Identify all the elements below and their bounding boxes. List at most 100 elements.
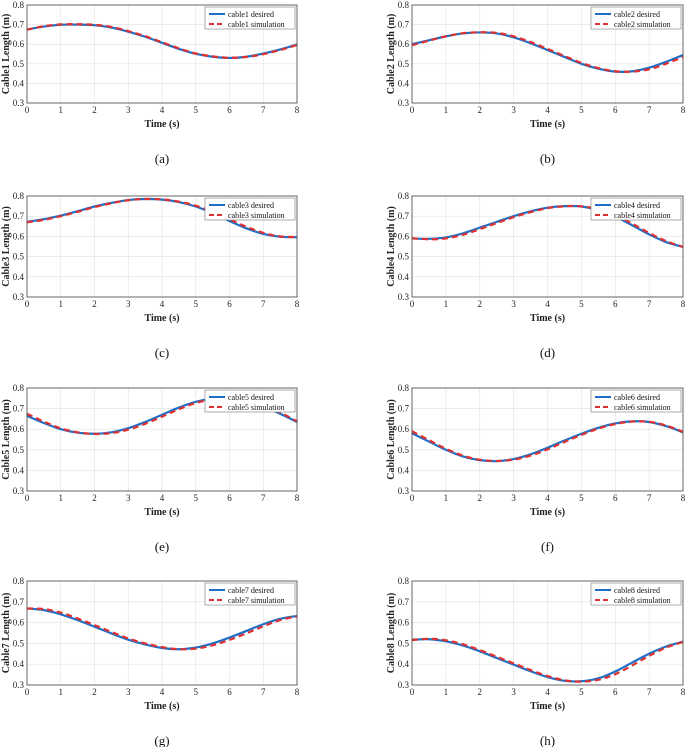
y-tick-label: 0.7: [398, 211, 410, 221]
x-tick-label: 0: [410, 687, 415, 697]
y-axis-label: Cable5 Length (m): [1, 399, 12, 480]
x-tick-label: 4: [545, 687, 550, 697]
x-tick-label: 0: [410, 299, 415, 309]
x-tick-label: 1: [59, 687, 64, 697]
x-tick-label: 3: [511, 299, 516, 309]
x-tick-label: 1: [59, 299, 64, 309]
x-tick-label: 8: [295, 299, 300, 309]
x-tick-label: 6: [227, 493, 232, 503]
legend-entry-label: cable2 simulation: [614, 20, 671, 29]
y-tick-label: 0.6: [398, 618, 410, 628]
panel-caption: (e): [155, 539, 169, 554]
legend-box: [590, 389, 682, 413]
legend-entry-label: cable8 simulation: [614, 596, 671, 605]
chart-panel-1: 0 1 2 3 4 5 6 7 8 0.3 0.4 0.5 0.6 0.7 0.8 Time (s) Cable…: [1, 0, 300, 166]
x-tick-label: 0: [25, 493, 30, 503]
x-tick-label: 5: [579, 105, 584, 115]
x-axis-label: Time (s): [144, 119, 179, 130]
x-tick-label: 8: [295, 687, 300, 697]
legend-entry-label: cable3 desired: [228, 201, 274, 210]
x-tick-label: 8: [681, 493, 685, 503]
axes-frame: [26, 387, 298, 492]
axes-frame: [411, 4, 684, 104]
y-axis-label: Cable3 Length (m): [1, 206, 12, 287]
x-tick-label: 4: [160, 687, 165, 697]
x-tick-label: 3: [511, 105, 516, 115]
x-tick-label: 6: [613, 687, 618, 697]
y-tick-label: 0.6: [398, 424, 410, 434]
x-tick-label: 4: [160, 105, 165, 115]
x-tick-label: 5: [194, 299, 199, 309]
y-tick-label: 0.6: [13, 424, 25, 434]
legend-box: [204, 197, 296, 221]
x-axis-label: Time (s): [144, 313, 179, 324]
x-tick-label: 4: [545, 299, 550, 309]
y-tick-label: 0.4: [13, 272, 25, 282]
series-line-simulation: [411, 637, 684, 683]
y-tick-label: 0.8: [13, 0, 25, 10]
axes-frame: [26, 4, 298, 104]
y-tick-label: 0.3: [13, 486, 25, 496]
x-tick-label: 3: [126, 105, 131, 115]
x-tick-label: 5: [194, 493, 199, 503]
y-tick-label: 0.3: [13, 680, 25, 690]
y-tick-label: 0.8: [13, 576, 25, 586]
x-tick-label: 7: [261, 105, 266, 115]
x-tick-label: 0: [410, 105, 415, 115]
x-tick-label: 1: [444, 493, 449, 503]
x-tick-label: 7: [261, 687, 266, 697]
y-tick-label: 0.6: [13, 618, 25, 628]
legend-entry-label: cable6 desired: [614, 393, 660, 402]
legend-entry-label: cable1 desired: [228, 10, 274, 19]
legend-box: [590, 582, 682, 606]
y-tick-label: 0.8: [13, 191, 25, 201]
x-tick-label: 8: [681, 299, 685, 309]
legend-entry-label: cable4 simulation: [614, 211, 671, 220]
chart-panel-3: 0 1 2 3 4 5 6 7 8 0.3 0.4 0.5 0.6 0.7 0.8 Time (s) Cable…: [1, 191, 300, 360]
x-tick-label: 5: [194, 687, 199, 697]
series-line-desired: [26, 197, 298, 239]
x-tick-label: 2: [478, 105, 483, 115]
y-tick-label: 0.7: [13, 597, 25, 607]
x-tick-label: 1: [444, 687, 449, 697]
x-tick-label: 7: [261, 493, 266, 503]
y-tick-label: 0.3: [398, 680, 410, 690]
x-axis-label: Time (s): [530, 119, 565, 130]
x-tick-label: 4: [545, 105, 550, 115]
panel-caption: (h): [540, 733, 555, 747]
y-tick-label: 0.3: [398, 486, 410, 496]
axes-frame: [26, 580, 298, 686]
x-tick-label: 4: [160, 493, 165, 503]
legend-entry-label: cable7 simulation: [228, 596, 285, 605]
y-tick-label: 0.8: [398, 0, 410, 10]
y-axis-label: Cable4 Length (m): [386, 206, 397, 287]
y-tick-label: 0.7: [13, 404, 25, 414]
x-tick-label: 3: [511, 687, 516, 697]
x-tick-label: 7: [647, 687, 652, 697]
y-axis-label: Cable6 Length (m): [386, 399, 397, 480]
x-tick-label: 0: [25, 105, 30, 115]
y-axis-label: Cable1 Length (m): [1, 14, 12, 95]
y-tick-label: 0.7: [13, 211, 25, 221]
y-axis-label: Cable2 Length (m): [386, 14, 397, 95]
legend-entry-label: cable5 desired: [228, 393, 274, 402]
x-tick-label: 2: [92, 105, 97, 115]
axes-frame: [411, 387, 684, 492]
y-tick-label: 0.3: [13, 292, 25, 302]
x-tick-label: 0: [410, 493, 415, 503]
y-tick-label: 0.6: [398, 39, 410, 49]
x-tick-label: 4: [545, 493, 550, 503]
x-tick-label: 6: [613, 105, 618, 115]
x-tick-label: 7: [261, 299, 266, 309]
x-tick-label: 2: [92, 493, 97, 503]
x-axis-label: Time (s): [530, 701, 565, 712]
y-tick-label: 0.5: [398, 252, 410, 262]
y-tick-label: 0.8: [398, 191, 410, 201]
x-tick-label: 3: [126, 687, 131, 697]
panel-caption: (f): [541, 539, 554, 554]
y-tick-label: 0.6: [398, 231, 410, 241]
